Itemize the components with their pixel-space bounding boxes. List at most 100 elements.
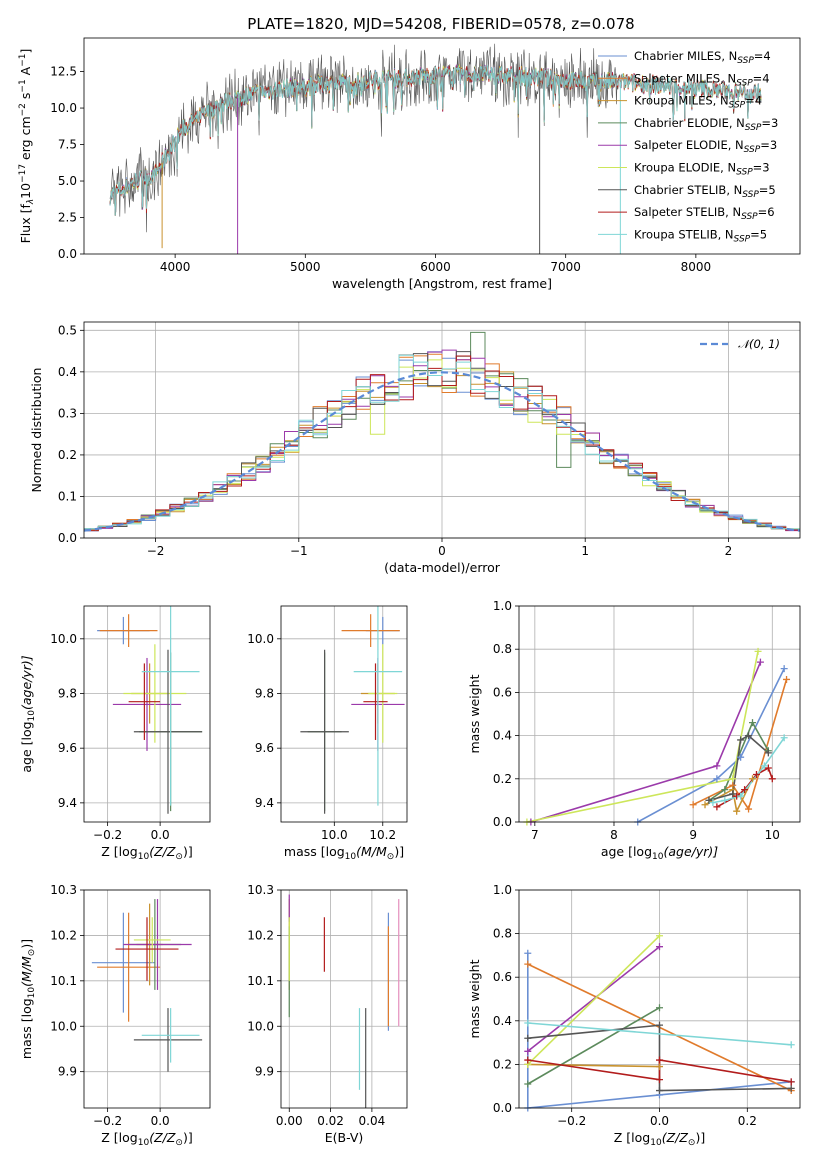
x-tick-label: 0.0 xyxy=(650,1114,669,1128)
y-tick-label: 1.0 xyxy=(493,883,512,897)
x-tick-label: 7 xyxy=(531,828,539,842)
weight-marker xyxy=(787,1041,795,1049)
axes-frame xyxy=(518,605,801,823)
grid xyxy=(281,606,407,822)
plot-area xyxy=(84,331,800,532)
weight-marker xyxy=(656,943,663,951)
x-tick-label: −1 xyxy=(290,544,308,558)
x-tick-label: 10.0 xyxy=(321,828,348,842)
y-tick-label: 0.0 xyxy=(58,247,77,261)
y-tick-label: 0.2 xyxy=(58,448,77,462)
legend-label-6: Kroupa ELODIE, NSSP=3 xyxy=(634,161,770,178)
label-part: Z [log xyxy=(101,1130,137,1145)
y-tick-label: 0.0 xyxy=(58,531,77,545)
label-part: Flux [f xyxy=(18,204,33,244)
label-part: −17 xyxy=(18,164,28,183)
weight-series-4 xyxy=(527,1007,660,1085)
weight-marker xyxy=(656,932,663,940)
weight-series-1 xyxy=(527,953,792,1108)
x-tick-label: 0.04 xyxy=(359,1114,386,1128)
label-part: ⊙ xyxy=(175,1138,183,1148)
weight-series-1 xyxy=(637,668,785,822)
label-part: Salpeter MILES, N xyxy=(634,71,736,85)
label-part: ⊙ xyxy=(27,949,37,957)
label-part: 10 xyxy=(27,987,37,999)
y-axis-label: mass weight xyxy=(467,674,482,753)
plot-area xyxy=(526,651,788,822)
weight-marker xyxy=(741,786,749,794)
weight-marker xyxy=(524,949,532,957)
y-tick-label: 0.6 xyxy=(493,970,512,984)
x-tick-label: 7000 xyxy=(550,260,581,274)
y-tick-label: 10.3 xyxy=(50,883,77,897)
x-tick-label: 4000 xyxy=(160,260,191,274)
x-tick-label: 5000 xyxy=(290,260,321,274)
label-part: SSP xyxy=(741,212,758,222)
label-part: Z [log xyxy=(614,1130,650,1145)
ticks: 7 8 9 10 0.0 0.2 0.4 0.6 0.8 1.0 xyxy=(493,599,780,842)
weight-marker xyxy=(705,796,713,804)
y-tick-label: 10.0 xyxy=(50,632,77,646)
y-tick-label: 0.0 xyxy=(493,815,512,829)
label-part: )] xyxy=(394,844,404,859)
weight-marker xyxy=(713,775,721,783)
plot-area xyxy=(288,894,400,1108)
legend-label-8: Salpeter STELIB, NSSP=6 xyxy=(634,205,775,222)
weight-marker xyxy=(754,647,762,655)
label-part: −2 xyxy=(18,103,28,116)
label-part: −1 xyxy=(18,54,28,67)
y-tick-label: 10.1 xyxy=(50,974,77,988)
y-tick-label: 9.6 xyxy=(255,741,274,755)
y-tick-label: 0.2 xyxy=(493,1057,512,1071)
legend-label-4: Chabrier ELODIE, NSSP=3 xyxy=(634,116,778,133)
label-part: SSP xyxy=(734,234,751,244)
weight-marker xyxy=(756,658,764,666)
y-tick-label: 9.8 xyxy=(255,686,274,700)
y-tick-label: 0.8 xyxy=(493,927,512,941)
y-tick-label: 0.5 xyxy=(58,323,77,337)
weight-series-9 xyxy=(712,737,785,804)
axes-frame xyxy=(83,37,801,255)
plot-area xyxy=(527,935,792,1108)
y-tick-label: 9.4 xyxy=(255,796,274,810)
y-axis-label: Flux [fλ10−17 erg cm−2 s−1 A−1] xyxy=(18,49,36,244)
weight-marker xyxy=(760,762,768,770)
x-tick-label: 0.0 xyxy=(151,828,170,842)
weight-marker xyxy=(787,1084,795,1092)
y-tick-label: 0.4 xyxy=(493,1014,512,1028)
weight-marker xyxy=(524,1080,532,1088)
label-part: ⊙ xyxy=(387,852,395,862)
y-tick-label: 9.9 xyxy=(58,1065,77,1079)
weight-marker xyxy=(729,790,737,798)
x-tick-label: 1 xyxy=(581,544,589,558)
label-part: SSP xyxy=(737,56,754,66)
label-part: SSP xyxy=(736,78,753,88)
y-tick-label: 9.4 xyxy=(58,796,77,810)
histogram-series-8 xyxy=(84,355,800,532)
axes-age_vs_Z: −0.2 0.09.49.69.810.0Z [log10(Z/Z⊙)]age [… xyxy=(19,605,211,862)
weight-marker xyxy=(787,1078,795,1086)
legend-label-7: Chabrier STELIB, NSSP=5 xyxy=(634,183,776,200)
label-part: )] xyxy=(183,844,193,859)
weight-series-3 xyxy=(527,1063,660,1068)
x-tick-label: 9 xyxy=(689,828,697,842)
label-part: age [log xyxy=(601,844,652,859)
y-axis-label: age [log10(age/yr)] xyxy=(19,655,37,772)
weight-marker xyxy=(737,792,745,800)
x-axis-label: mass [log10(M/M⊙)] xyxy=(284,844,404,862)
label-part: =3 xyxy=(760,138,777,152)
x-tick-label: 6000 xyxy=(420,260,451,274)
label-part: A xyxy=(18,66,33,79)
legend-label-2: Salpeter MILES, NSSP=4 xyxy=(634,71,770,88)
weight-marker xyxy=(656,1076,663,1084)
x-axis-label: (data-model)/error xyxy=(384,560,501,575)
label-part: =4 xyxy=(754,49,771,63)
weight-marker xyxy=(524,1056,532,1064)
label-part: mass [log xyxy=(19,998,34,1059)
weight-marker xyxy=(749,775,757,783)
x-tick-label: −0.2 xyxy=(557,1114,586,1128)
x-tick-label: 10.2 xyxy=(369,828,396,842)
weight-marker xyxy=(749,719,757,727)
label-part: SSP xyxy=(736,168,753,178)
